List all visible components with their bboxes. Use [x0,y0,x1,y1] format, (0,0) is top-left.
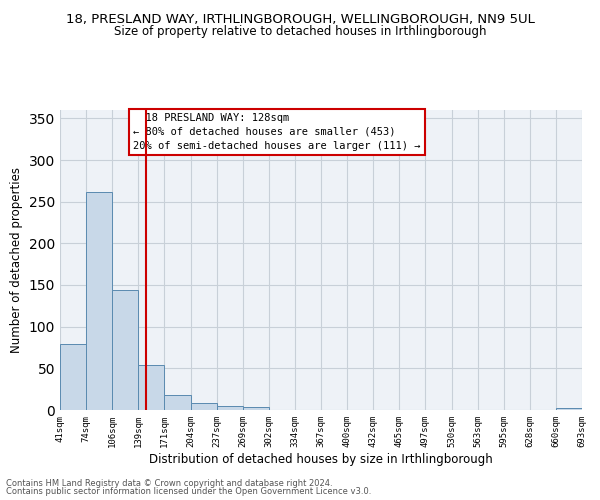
Bar [217,406,243,410]
Text: Contains HM Land Registry data © Crown copyright and database right 2024.: Contains HM Land Registry data © Crown c… [6,478,332,488]
Text: Size of property relative to detached houses in Irthlingborough: Size of property relative to detached ho… [114,25,486,38]
Text: 18, PRESLAND WAY, IRTHLINGBOROUGH, WELLINGBOROUGH, NN9 5UL: 18, PRESLAND WAY, IRTHLINGBOROUGH, WELLI… [65,12,535,26]
Bar [60,344,86,410]
Bar [164,395,191,410]
X-axis label: Distribution of detached houses by size in Irthlingborough: Distribution of detached houses by size … [149,452,493,466]
Bar [112,290,139,410]
Text: 18 PRESLAND WAY: 128sqm
← 80% of detached houses are smaller (453)
20% of semi-d: 18 PRESLAND WAY: 128sqm ← 80% of detache… [133,113,421,151]
Y-axis label: Number of detached properties: Number of detached properties [10,167,23,353]
Bar [139,365,164,410]
Bar [556,408,582,410]
Text: Contains public sector information licensed under the Open Government Licence v3: Contains public sector information licen… [6,487,371,496]
Bar [191,402,217,410]
Bar [242,406,269,410]
Bar [86,192,112,410]
